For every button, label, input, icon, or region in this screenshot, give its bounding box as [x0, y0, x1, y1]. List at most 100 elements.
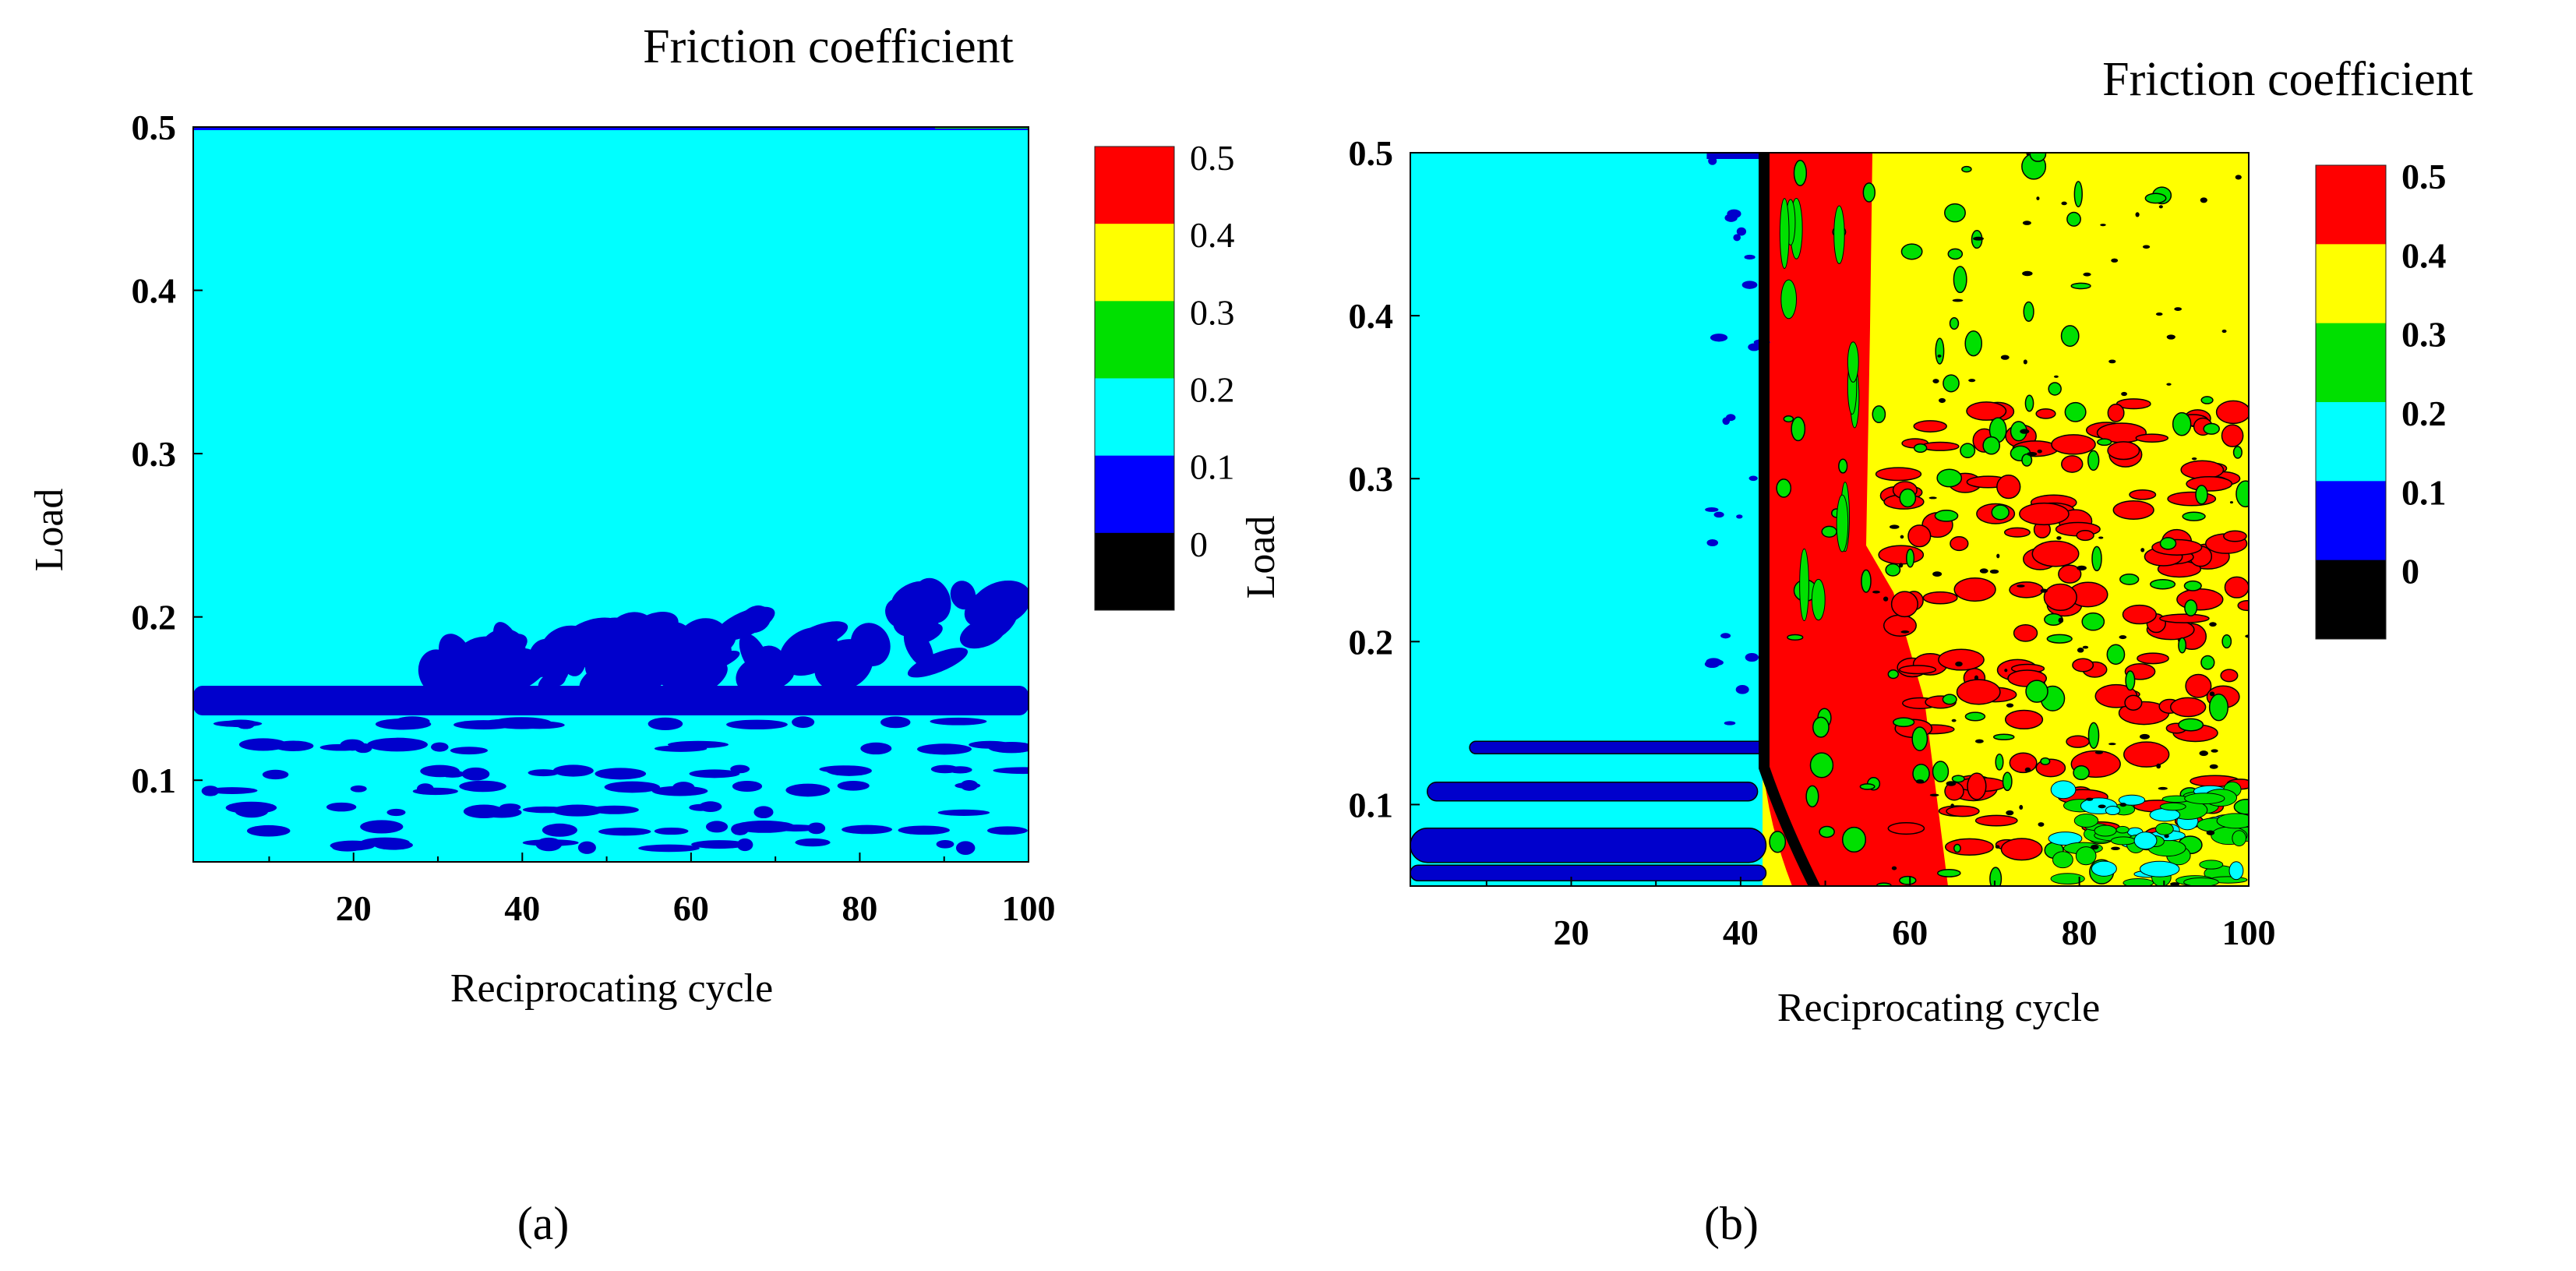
- panel-b-blob-red: [2051, 434, 2096, 455]
- panel-a-colorbar-label: 0.1: [1190, 447, 1235, 487]
- panel-b-blob-red: [1913, 420, 1947, 432]
- panel-b-blob-red: [2107, 441, 2140, 461]
- panel-b-blob-red: [2223, 530, 2247, 542]
- panel-b-speck: [1889, 524, 1900, 529]
- panel-b-speck: [2164, 834, 2169, 839]
- panel-b-blob-green: [2097, 438, 2112, 447]
- panel-b-blob-green: [1821, 525, 1837, 538]
- panel-b-blob-green: [2184, 599, 2198, 617]
- panel-a-background-cyan: [193, 127, 1029, 862]
- panel-b-speck: [1955, 661, 1963, 667]
- panel-b-blob-red: [2004, 709, 2044, 730]
- panel-a-streak: [792, 716, 815, 729]
- panel-b-blob-red: [2019, 502, 2070, 526]
- panel-b-blob-low: [2184, 793, 2225, 805]
- panel-b-blob-green: [1783, 415, 1794, 423]
- panel-b-colorbar-label: 0: [2401, 552, 2419, 591]
- panel-a-streak: [795, 838, 831, 847]
- panel-b-title: Friction coefficient: [2102, 53, 2473, 106]
- panel-b-blob-low: [2110, 836, 2137, 846]
- panel-b-speck: [2199, 750, 2208, 757]
- panel-b-blob-green-strand: [1847, 341, 1859, 383]
- panel-b-blob-green: [2023, 301, 2034, 323]
- panel-b-speck: [2017, 584, 2025, 588]
- panel-a-xlabel: Reciprocating cycle: [450, 966, 773, 1011]
- panel-a-streak: [522, 839, 579, 846]
- panel-a-xtick-label: 20: [336, 888, 372, 928]
- panel-a-streak: [367, 737, 428, 752]
- panel-a-streak: [917, 743, 972, 755]
- panel-b-blob-green: [2119, 573, 2140, 585]
- panel-b-blob-green: [1900, 243, 1923, 260]
- panel-b-transition-line: [1759, 153, 1821, 886]
- panel-b-speck: [1951, 718, 1957, 722]
- panel-b-blob-red: [2237, 599, 2249, 612]
- panel-b-xtick-label: 40: [1723, 913, 1759, 952]
- panel-b-streaks: [1410, 153, 1770, 882]
- panel-a-streak: [907, 648, 969, 678]
- panel-a-streak: [672, 782, 695, 794]
- panel-b-speck: [2142, 245, 2151, 249]
- panel-b-blob-red: [1956, 679, 2001, 705]
- panel-b-edge-streak: [1710, 334, 1728, 342]
- panel-b-speck: [2098, 804, 2106, 809]
- panel-b-blob-red: [1950, 536, 1969, 552]
- panel-b-blob-low: [2105, 805, 2121, 816]
- panel-b-colorbar-label: 0.1: [2401, 472, 2447, 512]
- panel-b-speck: [2135, 212, 2140, 217]
- panel-a-streak: [362, 839, 396, 847]
- panel-a-streak: [206, 787, 258, 794]
- panel-a-streak: [903, 627, 934, 668]
- panel-b-blob-low: [2133, 831, 2158, 850]
- panel-b-blob-red: [1946, 805, 1980, 817]
- panel-b-speck: [2119, 635, 2127, 640]
- panel-a-streak: [936, 839, 955, 849]
- panel-b-blob-green: [1964, 330, 1983, 357]
- panel-b-speck: [2200, 197, 2207, 203]
- panel-b-colorbar-label: 0.3: [2401, 315, 2447, 355]
- panel-b-speck: [2022, 221, 2031, 225]
- panel-a-streak: [988, 741, 1029, 754]
- panel-b-blob-low: [2075, 846, 2097, 866]
- panel-b-speck: [2229, 501, 2234, 504]
- panel-a-streak: [987, 826, 1028, 835]
- panel-b-speck: [2027, 451, 2038, 457]
- panel-a-streak: [375, 718, 432, 730]
- panel-b-blob-low: [2199, 860, 2224, 870]
- panel-a-streak: [213, 720, 263, 727]
- panel-b-blob-green: [1906, 548, 1915, 568]
- panel-a-streak: [461, 767, 490, 781]
- panel-b-speck: [2022, 270, 2033, 277]
- panel-b-speck: [2061, 201, 2067, 206]
- panel-b-speck: [1968, 379, 1976, 383]
- panel-b-blob-green: [2203, 422, 2220, 435]
- panel-b-blob-red: [2124, 694, 2143, 711]
- panel-b-edge-streak: [1736, 227, 1747, 236]
- panel-b-blob-green: [2070, 282, 2091, 290]
- panel-a-colorbar-frame: [1094, 146, 1175, 611]
- panel-b-blob-green: [2040, 757, 2051, 766]
- panel-a-streak: [898, 825, 950, 835]
- panel-b-blobs: [1769, 153, 2249, 886]
- panel-b-blob-red: [2215, 400, 2249, 425]
- panel-b-streak: [1426, 781, 1759, 802]
- panel-a-streak: [510, 653, 571, 683]
- panel-b-edge-streak: [1727, 209, 1741, 219]
- panel-b-speck: [2139, 733, 2150, 740]
- panel-b-speck: [1915, 779, 1925, 784]
- panel-a-streak: [577, 841, 596, 854]
- panel-b-blob-green: [1859, 783, 1876, 790]
- panel-b-speck: [2170, 882, 2180, 886]
- panel-b-edge-streak: [1749, 475, 1758, 482]
- panel-b-speck: [2019, 804, 2024, 810]
- panel-b-blob-red: [1883, 614, 1917, 637]
- panel-b-speck: [1995, 845, 2000, 849]
- panel-b-blob-red: [2076, 530, 2094, 542]
- panel-b-blob-red: [2031, 540, 2080, 567]
- panel-b-blob-green: [2178, 637, 2187, 654]
- panel-b-blob-green: [2183, 580, 2202, 591]
- panel-b-speck: [1891, 866, 1897, 870]
- panel-b-blob-red: [2107, 403, 2125, 422]
- panel-a-streak: [930, 717, 987, 726]
